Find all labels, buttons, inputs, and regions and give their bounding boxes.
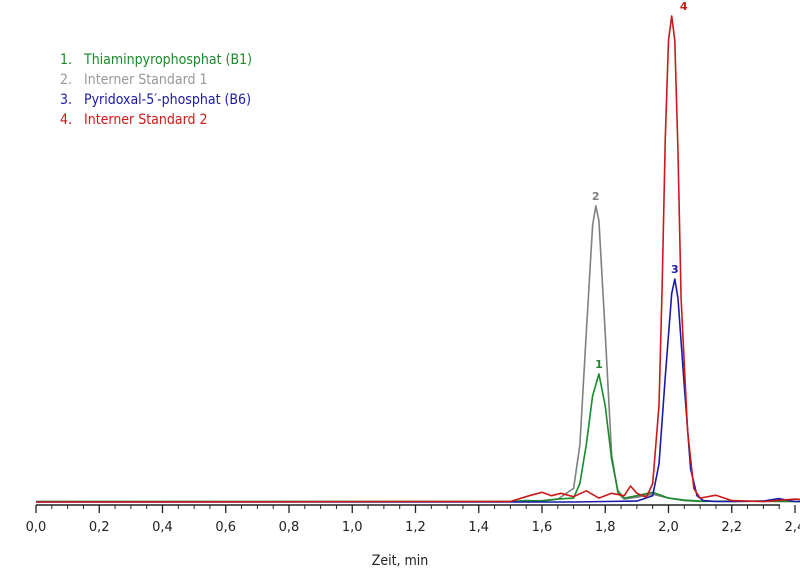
series-line [36,205,800,503]
peak-labels: 1 2 3 4 [592,0,688,371]
x-tick-label: 1,2 [405,520,426,535]
chromatogram-traces [35,15,800,503]
x-tick-label: 0,0 [26,520,47,535]
x-tick-label: 1,0 [342,520,363,535]
peak-label: 2 [592,190,600,203]
peak-label: 3 [671,263,679,276]
legend-label: Interner Standard 2 [84,112,208,128]
legend-number: 4. [60,112,73,128]
x-tick-label: 0,2 [89,520,110,535]
x-tick-label: 2,2 [721,520,742,535]
x-tick-label: 1,6 [532,520,553,535]
legend-label: Thiaminpyrophosphat (B1) [84,52,253,68]
peak-label: 4 [680,0,688,13]
legend-label: Interner Standard 1 [84,72,208,88]
legend-item: 2. Interner Standard 1 [60,70,252,90]
x-tick-label: 0,6 [215,520,236,535]
x-axis: 0,0 0,2 0,4 0,6 0,8 1,0 1,2 1,4 1,6 1,8 2,0 2,2 2,4 [26,504,800,535]
legend-label: Pyridoxal-5′-phosphat (B6) [84,92,251,108]
x-tick-label: 0,4 [152,520,173,535]
x-tick-label: 1,4 [468,520,489,535]
peak-label: 1 [595,358,603,371]
legend-item: 3. Pyridoxal-5′-phosphat (B6) [60,90,252,110]
x-tick-label: 2,4 [785,520,800,535]
legend-item: 4. Interner Standard 2 [60,110,252,130]
x-tick-label: 0,8 [279,520,300,535]
legend-number: 1. [60,52,73,68]
legend-number: 2. [60,72,73,88]
legend-number: 3. [60,92,73,108]
x-tick-label: 2,0 [658,520,679,535]
legend: 1. Thiaminpyrophosphat (B1) 2. Interner St… [60,50,252,130]
x-tick-label: 1,8 [595,520,616,535]
x-axis-label: Zeit, min [371,553,429,569]
legend-item: 1. Thiaminpyrophosphat (B1) [60,50,252,70]
series-line [35,15,800,503]
